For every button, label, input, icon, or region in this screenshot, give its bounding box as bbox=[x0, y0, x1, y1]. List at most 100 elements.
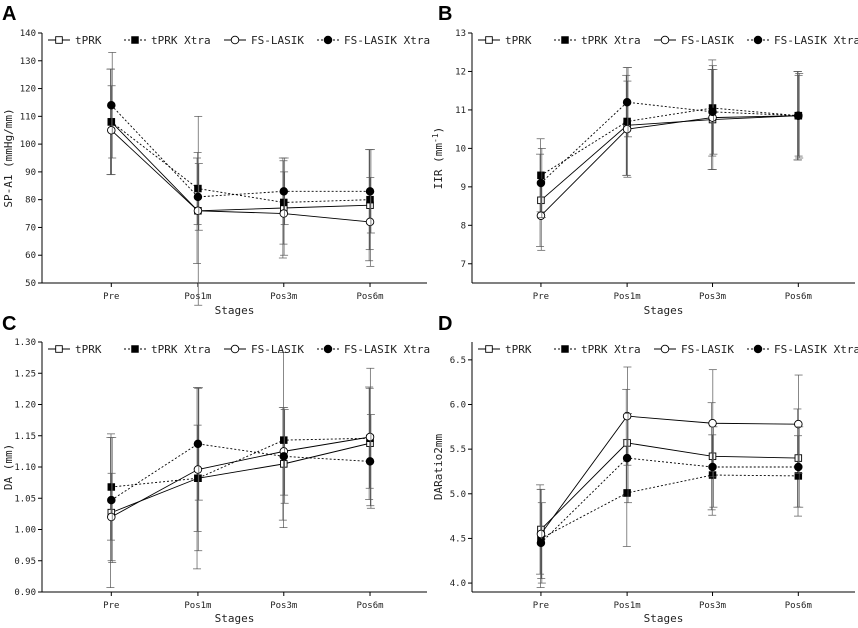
y-axis-label: DA (mm) bbox=[2, 444, 15, 490]
series-fs-lasik bbox=[536, 366, 803, 579]
y-axis-label: IIR (mm-1) bbox=[431, 127, 445, 190]
legend-marker bbox=[753, 35, 763, 45]
y-tick-label: 4.5 bbox=[450, 534, 466, 544]
series-tprk-xtra bbox=[536, 59, 803, 213]
data-point bbox=[794, 111, 803, 120]
data-point bbox=[622, 411, 632, 421]
x-tick-label: Pre bbox=[533, 292, 549, 302]
y-tick-label: 1.15 bbox=[14, 432, 36, 442]
legend-label: tPRK bbox=[505, 34, 532, 47]
y-tick-label: 80 bbox=[25, 196, 36, 206]
data-point bbox=[107, 512, 116, 522]
series-fs-lasik bbox=[536, 65, 803, 251]
data-point bbox=[536, 178, 546, 188]
legend-label: FS-LASIK Xtra bbox=[344, 343, 430, 356]
y-tick-label: 9 bbox=[461, 183, 466, 193]
series-line bbox=[540, 474, 799, 539]
data-point bbox=[708, 419, 717, 428]
legend-label: FS-LASIK bbox=[251, 343, 304, 356]
data-point bbox=[622, 97, 632, 107]
x-tick-label: Pos6m bbox=[785, 601, 812, 611]
chart-panel-c: C 0.90 0.95 1.00 1.05 1.10 1.15 1.20 1.25 1.30 Pre… bbox=[2, 313, 430, 625]
x-tick-label: Pos3m bbox=[270, 292, 297, 302]
data-point bbox=[279, 209, 289, 218]
series-fs-lasik-xtra bbox=[536, 67, 804, 218]
legend: tPRK tPRK Xtra FS-LASIK FS-LASIK Xtra bbox=[478, 34, 858, 47]
x-axis-label: Stages bbox=[215, 304, 255, 317]
legend-label: FS-LASIK Xtra bbox=[774, 34, 858, 47]
legend-marker bbox=[660, 35, 670, 45]
series-line bbox=[540, 115, 799, 217]
data-point bbox=[107, 125, 116, 135]
chart-panel-b: B 7 8 9 10 11 12 13 Pre Pos1m Pos3m Pos6m Stages IIR … bbox=[431, 3, 858, 317]
legend-marker bbox=[323, 35, 333, 45]
y-tick-label: 0.95 bbox=[14, 557, 36, 567]
legend-label: FS-LASIK bbox=[681, 34, 734, 47]
series-line bbox=[540, 107, 799, 176]
y-tick-label: 10 bbox=[455, 144, 466, 154]
x-tick-label: Pre bbox=[103, 292, 119, 302]
legend-label: FS-LASIK Xtra bbox=[774, 343, 858, 356]
y-tick-label: 5.5 bbox=[450, 445, 466, 455]
legend-label: tPRK bbox=[75, 34, 102, 47]
x-tick-label: Pos1m bbox=[614, 601, 641, 611]
series-line bbox=[111, 442, 371, 514]
y-tick-label: 6.0 bbox=[450, 401, 466, 411]
data-point bbox=[536, 211, 546, 220]
series-line bbox=[111, 443, 371, 501]
y-tick-label: 1.10 bbox=[14, 463, 36, 473]
series-fs-lasik-xtra bbox=[536, 413, 804, 584]
y-tick-label: 7 bbox=[461, 260, 466, 270]
series-tprk-xtra bbox=[107, 68, 374, 251]
series-line bbox=[540, 415, 799, 535]
legend-marker bbox=[753, 344, 763, 354]
y-tick-label: 120 bbox=[20, 85, 36, 95]
legend-marker bbox=[561, 345, 569, 353]
y-tick-label: 50 bbox=[25, 279, 36, 289]
data-point bbox=[623, 489, 631, 497]
y-tick-label: 0.90 bbox=[14, 588, 36, 598]
y-tick-label: 60 bbox=[25, 251, 36, 261]
data-point bbox=[279, 187, 289, 196]
y-tick-label: 130 bbox=[20, 57, 36, 67]
x-axis-label: Stages bbox=[644, 612, 684, 625]
x-tick-label: Pos3m bbox=[699, 601, 726, 611]
y-tick-label: 1.20 bbox=[14, 401, 36, 411]
series-line bbox=[111, 436, 371, 518]
y-tick-label: 6.5 bbox=[450, 356, 466, 366]
y-tick-label: 1.30 bbox=[14, 338, 36, 348]
data-point bbox=[279, 452, 289, 461]
series-tprk-xtra bbox=[107, 352, 374, 541]
series-line bbox=[540, 442, 799, 530]
y-tick-label: 11 bbox=[455, 106, 466, 116]
x-tick-label: Pos6m bbox=[356, 292, 383, 302]
data-point bbox=[107, 100, 116, 110]
series-tprk bbox=[106, 386, 374, 588]
x-tick-label: Pre bbox=[103, 601, 119, 611]
y-tick-label: 8 bbox=[461, 221, 466, 231]
series-line bbox=[111, 437, 371, 488]
legend-label: FS-LASIK Xtra bbox=[344, 34, 430, 47]
data-point bbox=[193, 465, 203, 474]
data-point bbox=[193, 439, 203, 449]
y-tick-label: 140 bbox=[20, 29, 36, 39]
legend-label: tPRK bbox=[505, 343, 532, 356]
x-tick-label: Pos3m bbox=[699, 292, 726, 302]
y-tick-label: 100 bbox=[20, 140, 36, 150]
series-fs-lasik bbox=[107, 367, 375, 562]
data-point bbox=[365, 432, 375, 442]
panel-letter: D bbox=[438, 313, 452, 335]
series-tprk bbox=[536, 388, 803, 575]
x-tick-label: Pos6m bbox=[785, 292, 812, 302]
y-tick-label: 4.0 bbox=[450, 579, 466, 589]
legend-marker bbox=[230, 344, 240, 354]
data-point bbox=[708, 462, 717, 472]
y-tick-label: 1.05 bbox=[14, 494, 36, 504]
data-point bbox=[536, 529, 546, 539]
data-point bbox=[794, 462, 803, 472]
series-fs-lasik-xtra bbox=[107, 387, 375, 563]
legend-label: tPRK Xtra bbox=[581, 343, 641, 356]
legend-marker bbox=[55, 36, 63, 44]
y-tick-label: 70 bbox=[25, 223, 36, 233]
legend-marker bbox=[485, 345, 493, 353]
